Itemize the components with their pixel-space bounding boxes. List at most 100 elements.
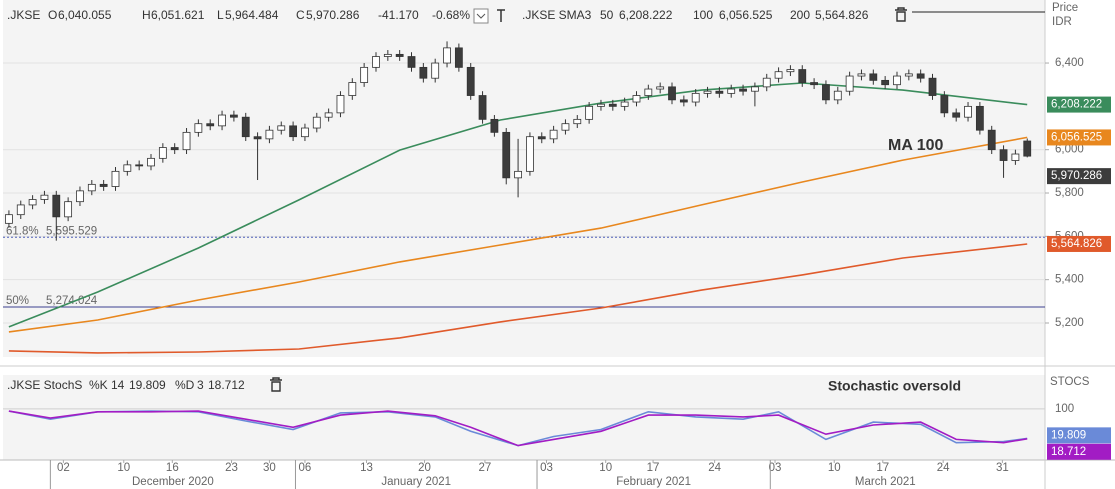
x-tick-label: 03 bbox=[540, 462, 553, 474]
value-box-label: 5,970.286 bbox=[1051, 170, 1102, 182]
ma-line bbox=[8, 243, 1028, 354]
candle-body bbox=[64, 201, 73, 218]
candle-body bbox=[608, 103, 617, 107]
close-letter: C bbox=[296, 8, 305, 22]
value-box bbox=[1047, 96, 1111, 113]
candle-body bbox=[786, 69, 795, 73]
candle-body bbox=[762, 77, 771, 88]
candle-body bbox=[869, 73, 878, 81]
candle-body bbox=[324, 112, 333, 118]
candle-body bbox=[573, 118, 582, 125]
change-value: -41.170 bbox=[378, 8, 419, 22]
delete-icon[interactable] bbox=[270, 377, 282, 392]
x-tick-label: 16 bbox=[166, 462, 179, 474]
candle-body bbox=[549, 129, 558, 140]
stochastic-plot-area bbox=[3, 375, 1045, 460]
candle-body bbox=[28, 199, 37, 206]
candle-body bbox=[727, 88, 736, 94]
candle-body bbox=[490, 118, 499, 133]
candle-body bbox=[928, 77, 937, 96]
dropdown-icon bbox=[476, 13, 486, 19]
symbol: .JKSE bbox=[7, 8, 40, 22]
x-tick-label: 23 bbox=[225, 462, 238, 474]
open-value: 6,040.055 bbox=[58, 8, 112, 22]
low-letter: L bbox=[217, 8, 224, 22]
price-header: .JKSE O 6,040.055 H 6,051.621 L 5,964.48… bbox=[7, 7, 1045, 24]
candle-body bbox=[395, 53, 404, 57]
candle-body bbox=[170, 147, 179, 151]
stoch-axis-label: STOCS bbox=[1050, 376, 1090, 388]
candle-body bbox=[881, 79, 890, 86]
candle-body bbox=[904, 73, 913, 77]
candle-body bbox=[229, 114, 238, 118]
month-label: December 2020 bbox=[132, 476, 214, 488]
stoch-value-box bbox=[1047, 427, 1111, 444]
candle-body bbox=[206, 123, 215, 127]
x-tick-label: 10 bbox=[117, 462, 130, 474]
x-tick-label: 02 bbox=[57, 462, 70, 474]
y-tick-label: 6,000 bbox=[1055, 144, 1084, 156]
candle-body bbox=[703, 90, 712, 94]
dropdown-button[interactable] bbox=[473, 8, 489, 24]
candle-body bbox=[265, 129, 274, 140]
value-box-label: 6,056.525 bbox=[1051, 131, 1102, 143]
candle-body bbox=[526, 136, 534, 172]
candle-body bbox=[774, 71, 783, 79]
k-period: 14 bbox=[111, 378, 125, 392]
delete-icon[interactable] bbox=[895, 7, 907, 22]
x-tick-label: 03 bbox=[769, 462, 782, 474]
candle-body bbox=[135, 164, 144, 167]
candle-body bbox=[158, 147, 167, 159]
candle-body bbox=[833, 90, 842, 101]
candle-body bbox=[644, 88, 653, 96]
annotation: MA 100 bbox=[888, 137, 944, 154]
candle-body bbox=[964, 105, 972, 118]
x-tick-label: 06 bbox=[299, 462, 312, 474]
value-box-label: 5,564.826 bbox=[1051, 238, 1102, 250]
level-value: 5,274.024 bbox=[46, 295, 98, 307]
x-tick-label: 13 bbox=[360, 462, 373, 474]
d-name: %D bbox=[175, 378, 195, 392]
value-box bbox=[1047, 235, 1111, 252]
candle-body bbox=[407, 56, 416, 68]
candle-body bbox=[561, 123, 570, 131]
candle-body bbox=[454, 47, 463, 68]
ma-line bbox=[8, 136, 1028, 333]
candle-body bbox=[99, 183, 108, 187]
candle-body bbox=[537, 136, 546, 140]
candle-body bbox=[620, 101, 629, 107]
stoch-value-label: 18.712 bbox=[1051, 446, 1086, 458]
candle-body bbox=[182, 131, 191, 151]
y-axis-unit: IDR bbox=[1052, 16, 1072, 28]
month-label: January 2021 bbox=[381, 476, 451, 488]
value-box bbox=[1047, 168, 1111, 185]
y-tick-label: 5,800 bbox=[1055, 187, 1084, 199]
candle-body bbox=[1011, 153, 1020, 161]
stochastic-header: .JKSE StochS %K 14 19.809 %D 3 18.712 bbox=[7, 377, 282, 392]
candle-body bbox=[419, 66, 428, 79]
close-value: 5,970.286 bbox=[306, 8, 360, 22]
x-tick-label: 30 bbox=[263, 462, 276, 474]
candle-body bbox=[87, 183, 96, 192]
stoch-title: .JKSE StochS bbox=[7, 378, 82, 392]
k-name: %K bbox=[89, 378, 108, 392]
candle-body bbox=[466, 66, 475, 96]
candle-body bbox=[431, 62, 440, 79]
candle-body bbox=[857, 73, 866, 77]
pin-icon[interactable] bbox=[497, 9, 505, 22]
candle-body bbox=[277, 125, 286, 131]
ma-200-name: 200 bbox=[790, 8, 810, 22]
candle-body bbox=[194, 123, 203, 133]
candle-body bbox=[514, 170, 522, 179]
candle-body bbox=[597, 103, 605, 107]
candle-body bbox=[301, 127, 309, 138]
candle-body bbox=[916, 73, 925, 79]
x-tick-label: 17 bbox=[876, 462, 889, 474]
candle-body bbox=[336, 95, 345, 114]
low-value: 5,964.484 bbox=[225, 8, 279, 22]
level-label: 61.8% bbox=[6, 225, 39, 237]
candle-body bbox=[40, 194, 49, 200]
candle-body bbox=[656, 86, 665, 90]
candle-body bbox=[147, 157, 155, 167]
candle-body bbox=[810, 82, 819, 86]
